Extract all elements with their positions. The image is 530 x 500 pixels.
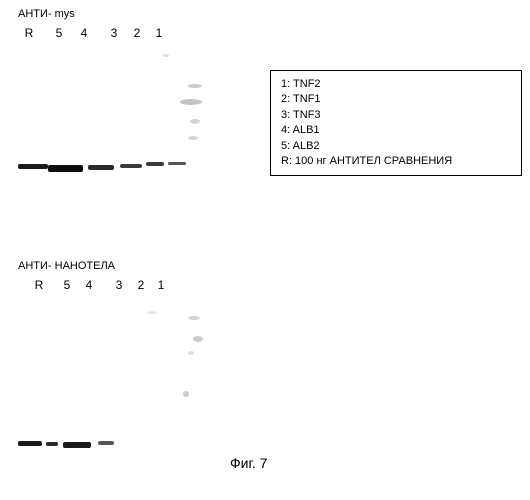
lane-label: 5 xyxy=(56,278,78,292)
blot-smudge xyxy=(188,351,194,355)
panel-title: АНТИ- mys xyxy=(18,8,228,20)
lane-label: 5 xyxy=(48,26,70,40)
blot-band xyxy=(120,164,142,168)
legend-line: 2: TNF1 xyxy=(281,92,511,107)
blot-smudge xyxy=(180,99,202,105)
lane-labels-row: R54321 xyxy=(18,26,228,44)
figure-caption: Фиг. 7 xyxy=(230,455,267,471)
blot-image-area xyxy=(18,44,228,204)
blot-panel-anti-mys: АНТИ- mys R54321 xyxy=(18,8,228,204)
blot-smudge xyxy=(183,391,189,397)
lane-label: 4 xyxy=(73,26,95,40)
lane-label: 1 xyxy=(148,26,170,40)
blot-band xyxy=(168,162,186,165)
legend-line: 4: ALB1 xyxy=(281,123,511,138)
panel-title: АНТИ- НАНОТЕЛА xyxy=(18,260,228,272)
lane-label: 4 xyxy=(78,278,100,292)
blot-band xyxy=(18,164,48,169)
legend-line: 1: TNF2 xyxy=(281,77,511,92)
blot-image-area xyxy=(18,296,228,456)
legend-line: 3: TNF3 xyxy=(281,108,511,123)
blot-smudge xyxy=(193,336,203,342)
lane-label: 3 xyxy=(103,26,125,40)
blot-smudge xyxy=(163,54,169,57)
blot-smudge xyxy=(188,136,198,140)
blot-band xyxy=(63,442,91,448)
blot-smudge xyxy=(188,316,200,320)
blot-smudge xyxy=(188,84,202,88)
lane-labels-row: R54321 xyxy=(18,278,228,296)
lane-label: R xyxy=(28,278,50,292)
legend-line: R: 100 нг АНТИТЕЛ СРАВНЕНИЯ xyxy=(281,154,511,169)
blot-band xyxy=(18,441,42,446)
legend-line: 5: ALB2 xyxy=(281,139,511,154)
blot-panel-anti-nanobodies: АНТИ- НАНОТЕЛА R54321 xyxy=(18,260,228,456)
legend-box: 1: TNF22: TNF13: TNF34: ALB15: ALB2R: 10… xyxy=(270,70,522,176)
lane-label: 3 xyxy=(108,278,130,292)
lane-label: 1 xyxy=(150,278,172,292)
lane-label: 2 xyxy=(130,278,152,292)
lane-label: 2 xyxy=(126,26,148,40)
blot-band xyxy=(88,165,114,170)
blot-band xyxy=(98,441,114,445)
blot-band xyxy=(146,162,164,166)
blot-band xyxy=(48,165,83,172)
lane-label: R xyxy=(18,26,40,40)
blot-band xyxy=(46,442,58,446)
blot-smudge xyxy=(190,119,200,124)
blot-smudge xyxy=(148,311,156,314)
